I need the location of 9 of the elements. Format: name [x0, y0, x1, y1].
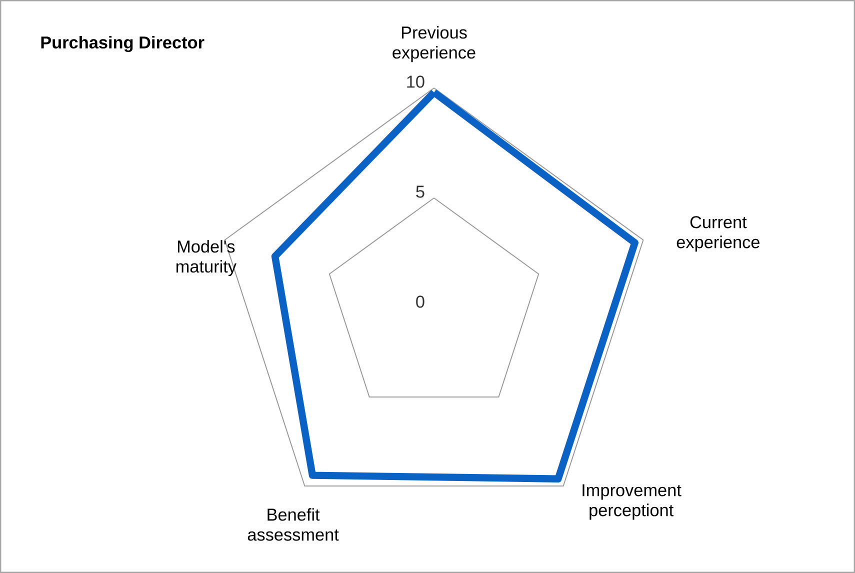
spoke-label: Current experience — [676, 216, 760, 252]
y-tick-label: 5 — [416, 186, 424, 198]
y-tick-label: 10 — [407, 76, 424, 88]
y-tick-label: 0 — [416, 296, 424, 308]
spoke-label: Benefit assessment — [248, 508, 339, 541]
spoke-label: Improvement perceptiont — [582, 484, 682, 520]
spoke-label: Previous experience — [392, 26, 476, 62]
text: Purchasing Director — [41, 36, 204, 52]
spoke-label: Model's maturity — [176, 240, 236, 276]
